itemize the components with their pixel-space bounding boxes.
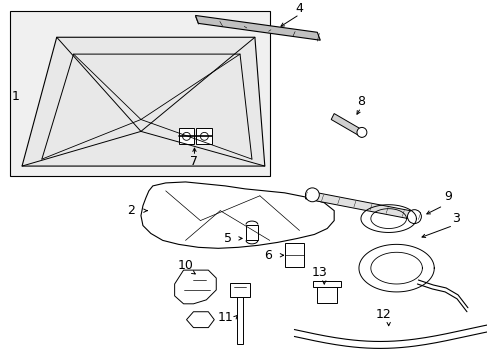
Text: 13: 13 <box>311 266 326 279</box>
Text: 7: 7 <box>190 155 198 168</box>
Text: 9: 9 <box>443 190 451 203</box>
Polygon shape <box>313 281 341 287</box>
Text: 6: 6 <box>264 249 271 262</box>
Circle shape <box>305 188 319 202</box>
Text: 2: 2 <box>127 204 135 217</box>
Polygon shape <box>284 243 304 267</box>
Bar <box>10 10 269 176</box>
Circle shape <box>200 132 208 140</box>
Polygon shape <box>174 270 216 304</box>
Polygon shape <box>245 225 257 240</box>
Polygon shape <box>186 312 214 328</box>
Text: 5: 5 <box>224 232 232 245</box>
Polygon shape <box>141 182 333 248</box>
Text: 3: 3 <box>451 212 459 225</box>
Circle shape <box>356 127 366 137</box>
Circle shape <box>407 210 421 224</box>
Text: 4: 4 <box>295 2 303 15</box>
Polygon shape <box>305 191 420 221</box>
Polygon shape <box>237 297 243 345</box>
Polygon shape <box>178 129 194 144</box>
Text: 1: 1 <box>12 90 20 103</box>
Polygon shape <box>330 113 364 137</box>
Polygon shape <box>230 283 249 297</box>
Circle shape <box>182 132 190 140</box>
Text: 8: 8 <box>356 95 364 108</box>
Polygon shape <box>317 287 336 303</box>
Text: 11: 11 <box>217 311 233 324</box>
Polygon shape <box>22 37 264 166</box>
Polygon shape <box>195 15 320 40</box>
Text: 10: 10 <box>177 259 193 272</box>
Text: 12: 12 <box>375 308 391 321</box>
Polygon shape <box>196 129 212 144</box>
